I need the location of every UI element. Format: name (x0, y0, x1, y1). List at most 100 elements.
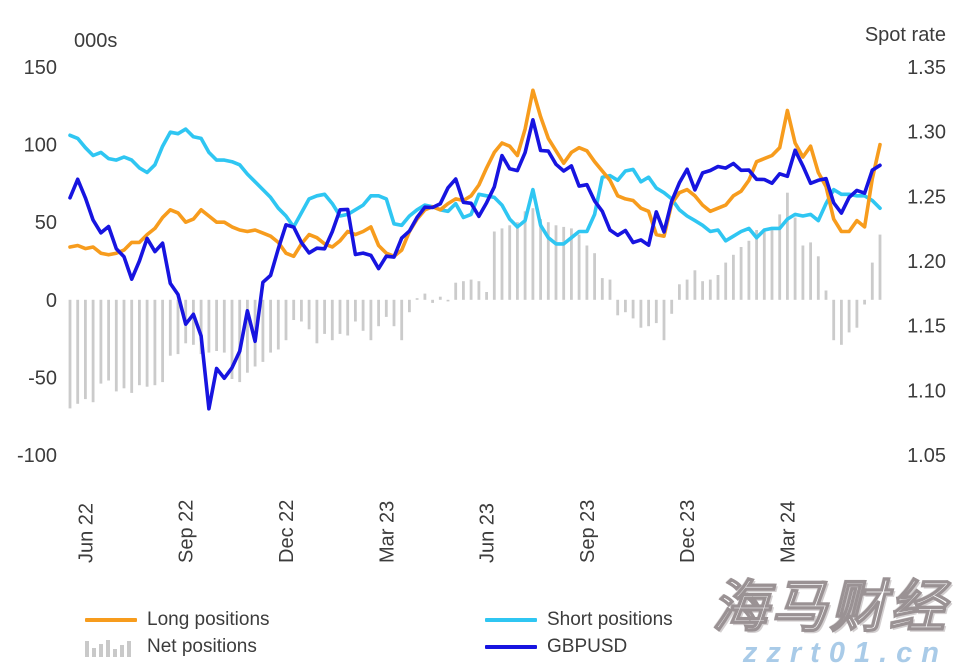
net-positions-bar (292, 299, 296, 320)
short-positions-swatch (485, 618, 537, 622)
net-positions-bar (462, 281, 465, 300)
net-positions-bar (222, 299, 226, 353)
short-positions-line (68, 127, 882, 246)
net-positions-bar (392, 299, 396, 327)
x-axis-tick: Jun 22 (75, 503, 97, 563)
net-positions-bar (346, 299, 350, 336)
left-axis-title: 000s (74, 30, 117, 52)
net-positions-bar (138, 299, 141, 386)
net-positions-bar (330, 299, 334, 341)
net-positions-bar (207, 299, 211, 353)
net-positions-bar (107, 299, 110, 381)
net-positions-bar (562, 226, 566, 300)
net-positions-bar (300, 299, 303, 322)
net-positions-bar (824, 290, 828, 300)
net-positions-bar (863, 299, 866, 305)
net-positions-bar (516, 222, 519, 300)
left-axis-tick: -50 (28, 367, 57, 389)
net-positions-bar (377, 299, 380, 327)
net-positions-bar (114, 299, 118, 392)
net-positions-bar (762, 230, 766, 300)
net-positions-bar (446, 299, 450, 302)
net-positions-bar (431, 299, 434, 303)
net-positions-bar (647, 299, 650, 327)
net-positions-bar (585, 245, 589, 300)
net-positions-bar (369, 299, 373, 341)
net-positions-bar (716, 275, 720, 300)
net-positions-legend-icon (85, 637, 137, 657)
net-positions-bar (500, 228, 504, 300)
right-axis-tick: 1.15 (907, 316, 946, 338)
net-positions-bar (755, 230, 758, 300)
net-positions-bar (631, 299, 635, 319)
net-positions-bar (724, 262, 728, 300)
net-positions-bar (153, 299, 157, 386)
net-positions-bar (400, 299, 404, 341)
net-positions-bar (91, 299, 95, 403)
net-positions-bar (68, 299, 72, 409)
legend-item-short-positions: Short positions (485, 609, 673, 631)
net-positions-bar (276, 299, 280, 350)
net-positions-bar (76, 299, 80, 404)
net-positions-bar (415, 298, 419, 300)
legend-item-net-positions: Net positions (85, 636, 257, 658)
x-axis-tick: Sep 22 (176, 500, 198, 563)
net-positions-bar (570, 228, 573, 300)
net-positions-bar (338, 299, 342, 334)
net-positions-bar (215, 299, 218, 351)
legend-label-long-positions: Long positions (147, 609, 270, 630)
net-positions-bar (523, 211, 527, 300)
right-axis-tick: 1.30 (907, 122, 946, 144)
net-positions-bar (793, 217, 797, 300)
net-positions-bar (801, 245, 805, 300)
legend-item-long-positions: Long positions (85, 609, 270, 631)
net-positions-bar (600, 278, 604, 300)
net-positions-bar (269, 299, 272, 353)
net-positions-bar (477, 281, 481, 300)
left-axis-tick: -100 (17, 445, 57, 467)
x-axis-tick: Jun 23 (477, 503, 499, 563)
net-positions-bar (508, 225, 512, 300)
right-axis-title: Spot rate (865, 24, 946, 46)
net-positions-bar (130, 299, 134, 393)
net-positions-bar (832, 299, 836, 341)
net-positions-bar (654, 299, 658, 324)
x-axis-tick: Dec 23 (677, 500, 699, 563)
legend-label-gbpusd: GBPUSD (547, 636, 628, 657)
legend-label-net-positions: Net positions (147, 636, 257, 657)
net-positions-bar (230, 299, 234, 379)
net-positions-bar (608, 279, 612, 300)
net-positions-bar (670, 299, 674, 314)
net-positions-bar (577, 234, 581, 300)
net-positions-bar (145, 299, 149, 387)
left-axis-tick: 0 (46, 290, 57, 312)
right-axis-tick: 1.35 (907, 57, 946, 79)
net-positions-bar (770, 228, 774, 300)
net-positions-bar (284, 299, 288, 341)
net-positions-bar (701, 281, 704, 300)
right-axis-tick: 1.05 (907, 445, 946, 467)
net-positions-bar (492, 231, 496, 300)
net-positions-bar (809, 242, 812, 300)
left-axis-tick: 150 (24, 57, 57, 79)
long-positions-line (68, 88, 882, 259)
net-positions-bar (246, 299, 249, 373)
net-positions-bar (84, 299, 87, 400)
net-positions-bar (855, 299, 859, 328)
net-positions-bar (624, 299, 627, 313)
net-positions-bar (678, 284, 681, 300)
net-positions-bar (739, 247, 743, 300)
net-positions-bar (546, 222, 550, 300)
net-positions-bar (384, 299, 388, 317)
net-positions-bar (99, 299, 103, 384)
net-positions-bar (176, 299, 180, 355)
net-positions-bar (261, 299, 265, 362)
net-positions-bar (361, 299, 365, 331)
net-positions-bar (168, 299, 172, 356)
net-positions-bar (639, 299, 643, 328)
net-positions-bar (199, 299, 203, 355)
net-positions-bar (192, 299, 195, 345)
net-positions-bar (454, 282, 458, 300)
legend-label-short-positions: Short positions (547, 609, 673, 630)
